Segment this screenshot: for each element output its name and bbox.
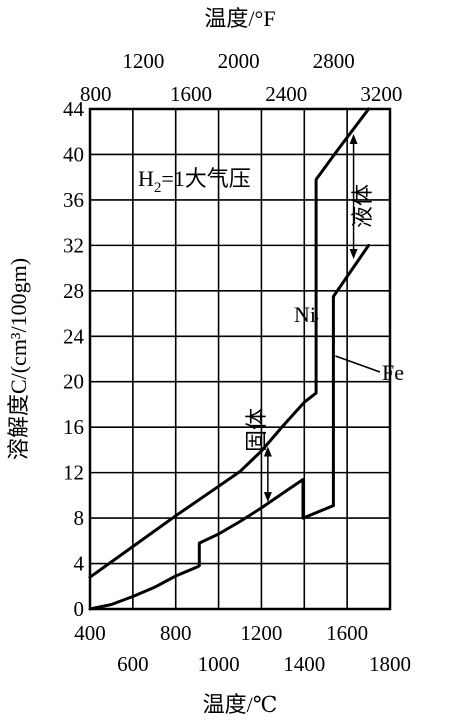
- x-tick-label: 1800: [369, 652, 411, 676]
- state-range-arrows: [263, 134, 358, 503]
- series-label-ni: Ni: [294, 302, 316, 327]
- x-tick-label: 1200: [240, 621, 282, 645]
- liquid-range-arrow: [349, 134, 358, 259]
- series-label-fe: Fe: [382, 360, 404, 385]
- y-tick-label: 20: [63, 370, 84, 394]
- x-tick-label: 800: [160, 621, 192, 645]
- series-line-fe: [88, 243, 371, 611]
- x-tick-label: 400: [74, 621, 106, 645]
- y-tick-label: 12: [63, 461, 84, 485]
- pressure-condition-label: H2=1大气压: [138, 166, 251, 196]
- y-tick-label: 32: [63, 233, 84, 257]
- y-tick-label: 44: [63, 97, 85, 121]
- top-tick-label: 800: [80, 82, 112, 106]
- top-tick-label: 1600: [170, 82, 212, 106]
- series-lines: [88, 107, 371, 611]
- grid-lines: [90, 109, 390, 609]
- y-tick-label: 40: [63, 142, 84, 166]
- y-tick-label: 16: [63, 415, 84, 439]
- top-tick-label: 1200: [122, 49, 164, 73]
- y-tick-label: 36: [63, 188, 84, 212]
- series-line-ni: [88, 107, 371, 579]
- solid-region-label: 固体: [244, 408, 269, 452]
- y-axis-title: 溶解度C/(cm³/100gm): [6, 258, 31, 460]
- fe-leader-line: [335, 355, 381, 373]
- top-tick-label: 2800: [313, 49, 355, 73]
- liquid-region-label: 液体: [350, 184, 375, 228]
- solid-range-arrow: [263, 446, 272, 503]
- y-tick-label: 0: [74, 597, 85, 621]
- top-axis-title: 温度/°F: [204, 6, 275, 31]
- x-tick-label: 600: [117, 652, 149, 676]
- top-tick-label: 2000: [218, 49, 260, 73]
- y-tick-label: 4: [74, 552, 85, 576]
- x-tick-label: 1600: [326, 621, 368, 645]
- top-tick-label: 2400: [265, 82, 307, 106]
- x-tick-label: 1000: [198, 652, 240, 676]
- plot-frame: [88, 107, 392, 611]
- ni-leader-line: [314, 317, 319, 323]
- y-tick-label: 28: [63, 279, 84, 303]
- top-tick-label: 3200: [360, 82, 402, 106]
- y-tick-label: 24: [63, 324, 85, 348]
- y-tick-label: 8: [74, 506, 85, 530]
- x-axis-title: 温度/℃: [203, 692, 278, 717]
- x-tick-label: 1400: [283, 652, 325, 676]
